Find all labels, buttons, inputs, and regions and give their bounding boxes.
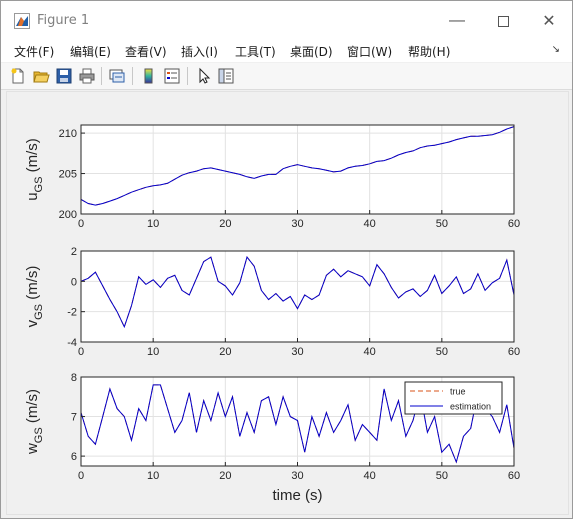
series-line-estimation: [80, 384, 515, 464]
y-tick-label: 7: [71, 412, 77, 424]
x-tick-label: 40: [364, 218, 376, 230]
x-tick-label: 40: [364, 346, 376, 358]
y-tick-label: 200: [59, 209, 77, 221]
y-tick-label: 6: [71, 451, 77, 463]
menu-desktop[interactable]: 桌面(D): [290, 45, 333, 59]
x-tick-label: 10: [147, 470, 159, 482]
dock-arrow-icon[interactable]: ↘: [551, 44, 560, 55]
link-icon[interactable]: [108, 67, 126, 85]
legend-label-true: true: [450, 387, 466, 397]
y-tick-label: 2: [71, 246, 77, 258]
toolbar-separator: [187, 67, 188, 85]
x-tick-label: 60: [508, 218, 520, 230]
minimize-icon: —: [449, 12, 465, 29]
figure-canvas: 0 10 20 30 40 50 60 200 205 210 uGS (m/s) 0 10 20 30 40…: [6, 91, 569, 515]
x-tick-label: 30: [291, 218, 303, 230]
legend-box: [404, 381, 503, 415]
series-line-estimation: [80, 256, 515, 329]
open-file-icon[interactable]: [32, 67, 50, 85]
window-title: Figure 1: [37, 13, 90, 28]
colorbar-icon[interactable]: [140, 67, 158, 85]
x-tick-label: 50: [436, 218, 448, 230]
menu-view[interactable]: 查看(V): [125, 45, 167, 59]
matlab-logo-icon: [14, 13, 30, 29]
close-button[interactable]: ✕: [526, 1, 572, 41]
toolbar-separator: [132, 67, 133, 85]
y-tick-label: 205: [59, 169, 77, 181]
x-tick-label: 20: [219, 346, 231, 358]
title-bar[interactable]: Figure 1 — ✕: [1, 1, 572, 41]
minimize-button[interactable]: —: [434, 1, 480, 41]
y-tick-label: -2: [67, 307, 77, 319]
y-axis-label: vGS (m/s): [24, 266, 45, 328]
y-tick-label: 0: [71, 276, 77, 288]
y-tick-label: 8: [71, 372, 77, 384]
x-tick-label: 50: [436, 470, 448, 482]
x-tick-label: 30: [291, 470, 303, 482]
y-axis-label: wGS (m/s): [24, 389, 45, 455]
x-tick-label: 0: [78, 346, 84, 358]
property-editor-icon[interactable]: [217, 67, 235, 85]
toolbar-separator: [101, 67, 102, 85]
pointer-icon[interactable]: [195, 67, 213, 85]
menu-edit[interactable]: 编辑(E): [70, 45, 111, 59]
maximize-icon: [497, 15, 509, 27]
x-tick-label: 20: [219, 218, 231, 230]
close-icon: ✕: [542, 13, 556, 30]
x-tick-label: 40: [364, 470, 376, 482]
x-tick-label: 30: [291, 346, 303, 358]
x-tick-label: 20: [219, 470, 231, 482]
menu-insert[interactable]: 插入(I): [181, 45, 218, 59]
menu-bar: 文件(F) 编辑(E) 查看(V) 插入(I) 工具(T) 桌面(D) 窗口(W…: [1, 41, 572, 62]
x-tick-label: 10: [147, 218, 159, 230]
x-tick-label: 60: [508, 346, 520, 358]
x-tick-label: 10: [147, 346, 159, 358]
menu-tools[interactable]: 工具(T): [235, 45, 276, 59]
maximize-button[interactable]: [480, 1, 526, 41]
toolbar: [1, 63, 572, 90]
y-axis-label: uGS (m/s): [24, 138, 45, 201]
x-tick-label: 0: [78, 470, 84, 482]
menu-window[interactable]: 窗口(W): [347, 45, 393, 59]
menu-help[interactable]: 帮助(H): [408, 45, 451, 59]
print-icon[interactable]: [78, 67, 96, 85]
legend-label-estimation: estimation: [450, 402, 491, 412]
save-icon[interactable]: [55, 67, 73, 85]
menu-file[interactable]: 文件(F): [14, 45, 55, 59]
x-tick-label: 50: [436, 346, 448, 358]
new-figure-icon[interactable]: [9, 67, 27, 85]
series-line-estimation: [80, 126, 515, 206]
x-tick-label: 60: [508, 470, 520, 482]
y-tick-label: 210: [59, 128, 77, 140]
x-tick-label: 0: [78, 218, 84, 230]
x-axis-label: time (s): [273, 487, 323, 504]
legend-icon[interactable]: [163, 67, 181, 85]
y-tick-label: -4: [67, 337, 77, 349]
